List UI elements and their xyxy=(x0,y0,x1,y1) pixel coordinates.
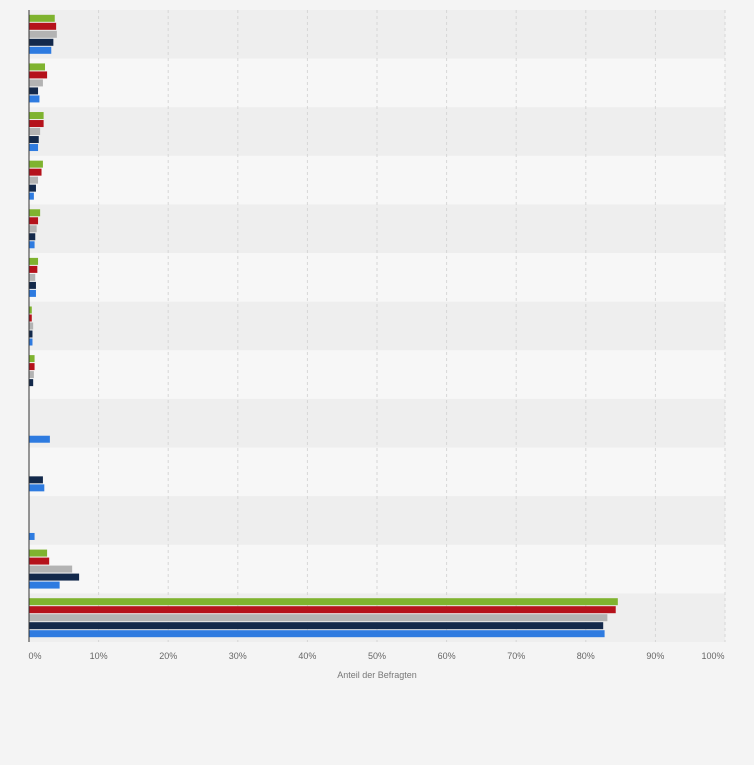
x-tick-label: 30% xyxy=(229,651,247,661)
x-tick-label: 70% xyxy=(507,651,525,661)
bar xyxy=(29,38,54,46)
bar xyxy=(29,128,41,136)
row-band xyxy=(29,350,725,399)
bar xyxy=(29,233,36,241)
bar xyxy=(29,476,43,484)
bar xyxy=(29,598,618,606)
row-bands xyxy=(29,10,725,642)
bar xyxy=(29,30,57,38)
bar xyxy=(29,136,39,144)
bars xyxy=(29,14,618,638)
bar xyxy=(29,192,34,200)
bar xyxy=(29,265,38,273)
x-tick-label: 20% xyxy=(159,651,177,661)
x-tick-label: 50% xyxy=(368,651,386,661)
bar xyxy=(29,217,39,225)
bar xyxy=(29,371,34,379)
bar xyxy=(29,46,52,54)
bar xyxy=(29,565,73,573)
bar xyxy=(29,22,57,30)
bar xyxy=(29,630,605,638)
bar xyxy=(29,241,35,249)
bar xyxy=(29,160,43,168)
bar xyxy=(29,257,39,265)
x-tick-label: 0% xyxy=(28,651,41,661)
x-tick-label: 10% xyxy=(90,651,108,661)
bar xyxy=(29,176,39,184)
bar xyxy=(29,168,42,176)
bar xyxy=(29,225,37,233)
bar xyxy=(29,379,34,387)
x-tick-label: 40% xyxy=(298,651,316,661)
bar xyxy=(29,314,32,322)
bar xyxy=(29,95,40,103)
bar xyxy=(29,614,608,622)
x-tick-label: 60% xyxy=(438,651,456,661)
bar xyxy=(29,112,44,120)
bar xyxy=(29,306,32,314)
bar xyxy=(29,14,55,22)
bar xyxy=(29,581,60,589)
bar xyxy=(29,120,44,128)
x-axis-label: Anteil der Befragten xyxy=(337,670,417,680)
bar xyxy=(29,606,616,614)
bar xyxy=(29,289,36,297)
bar xyxy=(29,281,36,289)
bar xyxy=(29,209,41,217)
bar xyxy=(29,322,34,330)
x-tick-label: 100% xyxy=(701,651,724,661)
bar xyxy=(29,79,43,87)
bar xyxy=(29,330,33,338)
bar xyxy=(29,484,45,492)
bar xyxy=(29,622,604,630)
bar xyxy=(29,273,36,281)
bar xyxy=(29,87,39,95)
row-band xyxy=(29,301,725,351)
bar xyxy=(29,144,39,152)
bar xyxy=(29,184,36,192)
bar xyxy=(29,549,48,557)
bar xyxy=(29,557,50,565)
x-tick-label: 90% xyxy=(646,651,664,661)
x-tick-label: 80% xyxy=(577,651,595,661)
bar xyxy=(29,338,33,346)
bar xyxy=(29,573,80,581)
bar xyxy=(29,363,35,371)
bar xyxy=(29,63,46,71)
bar xyxy=(29,532,35,540)
bar xyxy=(29,435,50,443)
bar xyxy=(29,355,35,363)
bar xyxy=(29,71,48,79)
x-tick-labels: 0% 10% 20% 30% 40% 50% 60% 70% 80% 90% 100% xyxy=(28,651,724,661)
